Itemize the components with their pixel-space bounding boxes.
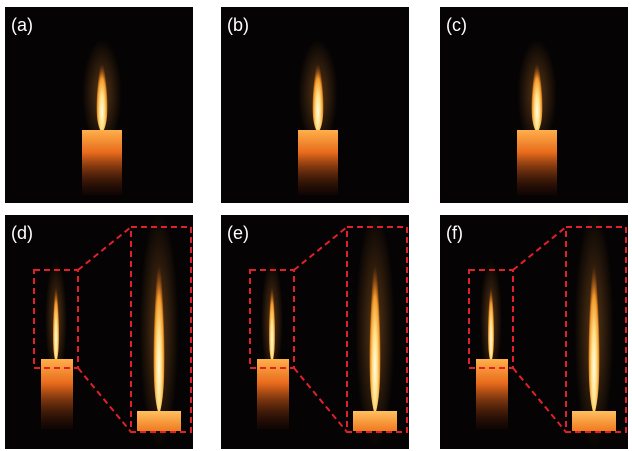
flame bbox=[531, 55, 543, 133]
zoom-box bbox=[565, 226, 627, 433]
candle bbox=[257, 359, 289, 429]
candle bbox=[82, 130, 122, 195]
zoom-connector bbox=[77, 226, 132, 271]
zoom-connector bbox=[293, 226, 348, 271]
flame bbox=[96, 55, 108, 133]
panel-label: (e) bbox=[227, 223, 249, 243]
panel: (c) bbox=[440, 7, 628, 203]
flame bbox=[588, 245, 600, 415]
panel: (d) bbox=[5, 211, 193, 449]
zoom-connector bbox=[512, 226, 567, 271]
panel: (f) bbox=[440, 211, 628, 449]
candle bbox=[298, 130, 338, 195]
flame bbox=[52, 277, 60, 363]
panel-label: (f) bbox=[446, 223, 463, 243]
inset-box bbox=[249, 269, 295, 369]
candle-zoom bbox=[353, 411, 397, 431]
candle bbox=[476, 359, 508, 429]
candle bbox=[517, 130, 557, 195]
flame bbox=[312, 55, 324, 133]
panel-label: (c) bbox=[446, 15, 467, 35]
flame bbox=[487, 277, 495, 363]
panel: (e) bbox=[221, 211, 409, 449]
candle bbox=[41, 359, 73, 429]
inset-box bbox=[468, 269, 514, 369]
zoom-connector bbox=[293, 367, 348, 433]
candle-zoom bbox=[572, 411, 616, 431]
zoom-box bbox=[346, 226, 408, 433]
zoom-connector bbox=[77, 367, 132, 433]
panel: (a) bbox=[5, 7, 193, 203]
flame bbox=[268, 277, 276, 363]
zoom-connector bbox=[512, 367, 567, 433]
inset-box bbox=[33, 269, 79, 369]
flame bbox=[369, 245, 381, 415]
candle-zoom bbox=[137, 411, 181, 431]
zoom-box bbox=[130, 226, 192, 433]
panel-label: (d) bbox=[11, 223, 33, 243]
panel-label: (a) bbox=[11, 15, 33, 35]
panel: (b) bbox=[221, 7, 409, 203]
panel-label: (b) bbox=[227, 15, 249, 35]
flame bbox=[153, 245, 165, 415]
